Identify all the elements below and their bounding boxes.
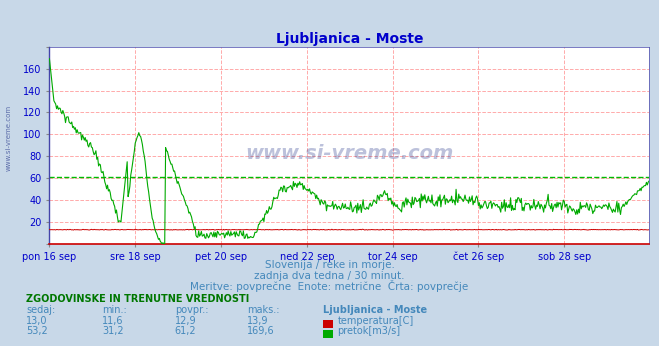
Text: Slovenija / reke in morje.: Slovenija / reke in morje. [264,260,395,270]
Text: 61,2: 61,2 [175,326,196,336]
Text: min.:: min.: [102,305,127,315]
Text: ZGODOVINSKE IN TRENUTNE VREDNOSTI: ZGODOVINSKE IN TRENUTNE VREDNOSTI [26,294,250,304]
Text: 31,2: 31,2 [102,326,124,336]
Text: zadnja dva tedna / 30 minut.: zadnja dva tedna / 30 minut. [254,271,405,281]
Text: temperatura[C]: temperatura[C] [337,316,414,326]
Text: povpr.:: povpr.: [175,305,208,315]
Text: 53,2: 53,2 [26,326,48,336]
Text: 13,9: 13,9 [247,316,269,326]
Text: maks.:: maks.: [247,305,279,315]
Text: Meritve: povprečne  Enote: metrične  Črta: povprečje: Meritve: povprečne Enote: metrične Črta:… [190,280,469,292]
Text: 13,0: 13,0 [26,316,48,326]
Text: 11,6: 11,6 [102,316,124,326]
Text: pretok[m3/s]: pretok[m3/s] [337,326,401,336]
Text: www.si-vreme.com: www.si-vreme.com [5,105,11,172]
Title: Ljubljanica - Moste: Ljubljanica - Moste [275,31,423,46]
Text: sedaj:: sedaj: [26,305,55,315]
Text: Ljubljanica - Moste: Ljubljanica - Moste [323,305,427,315]
Text: www.si-vreme.com: www.si-vreme.com [245,144,453,163]
Text: 169,6: 169,6 [247,326,275,336]
Text: 12,9: 12,9 [175,316,196,326]
